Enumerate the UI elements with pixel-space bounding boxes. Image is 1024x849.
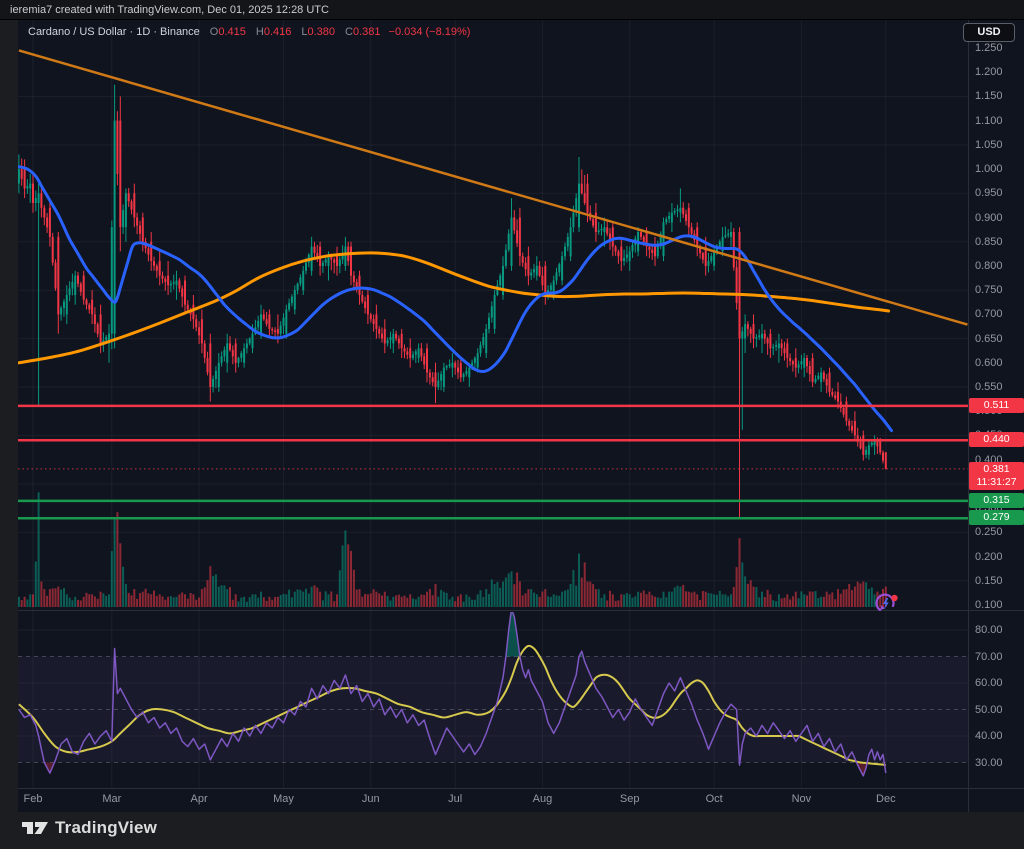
month-tick-label: Jul (448, 793, 463, 805)
price-tick-label: 0.750 (975, 284, 1003, 297)
price-tick-label: 0.950 (975, 187, 1003, 200)
close-value: 0.381 (352, 26, 381, 38)
resistance-price-label: 0.440 (969, 432, 1024, 448)
chart-canvas[interactable] (18, 20, 1024, 812)
price-tick-label: 1.000 (975, 163, 1003, 176)
price-tick-label: 1.100 (975, 114, 1003, 127)
month-tick-label: Dec (876, 793, 896, 805)
price-tick-label: 1.250 (975, 42, 1003, 54)
price-tick-label: 0.150 (975, 574, 1003, 587)
low-label: L (301, 26, 308, 38)
rsi-pane (18, 612, 887, 777)
attribution-text: ieremia7 created with TradingView.com, D… (10, 4, 329, 16)
tradingview-glyph-icon (22, 822, 48, 834)
rsi-line (18, 612, 887, 777)
symbol-legend: Cardano / US Dollar · 1D · Binance O0.415… (28, 26, 470, 38)
tradingview-brand-text: TradingView (55, 818, 158, 837)
support-price-label: 0.279 (969, 510, 1024, 526)
symbol-title: Cardano / US Dollar · 1D · Binance (28, 26, 200, 38)
price-tick-label: 0.600 (975, 356, 1003, 369)
chart-area[interactable]: Cardano / US Dollar · 1D · Binance O0.415… (18, 20, 1024, 812)
price-tick-label: 1.200 (975, 66, 1003, 79)
price-tick-label: 0.550 (975, 381, 1003, 393)
month-tick-label: Nov (791, 793, 812, 805)
rsi-tick-label: 70.00 (975, 650, 1003, 663)
price-tick-label: 1.050 (975, 138, 1003, 151)
rsi-tick-label: 40.00 (975, 730, 1003, 742)
price-tick-label: 0.650 (975, 332, 1003, 345)
open-value: 0.415 (218, 26, 246, 38)
volume-layer (18, 492, 887, 608)
current-price-label: 0.381 11:31:27 (969, 461, 1024, 490)
low-value: 0.380 (307, 26, 336, 38)
price-tick-label: 0.850 (975, 235, 1003, 248)
high-value: 0.416 (263, 26, 292, 38)
price-tick-label: 1.150 (975, 90, 1003, 103)
price-tick-label: 0.250 (975, 526, 1003, 539)
rsi-tick-label: 60.00 (975, 677, 1003, 689)
high-label: H (255, 26, 264, 38)
price-tick-label: 0.700 (975, 308, 1003, 321)
fast-ma-line (18, 165, 893, 433)
currency-button[interactable]: USD (963, 23, 1015, 42)
month-tick-label: Feb (23, 793, 43, 805)
month-tick-label: Mar (102, 793, 122, 805)
attribution-bar: ieremia7 created with TradingView.com, D… (0, 0, 1024, 20)
candles-layer (18, 84, 887, 518)
month-tick-label: Aug (532, 793, 553, 805)
month-tick-label: May (273, 793, 294, 805)
price-tick-label: 0.800 (975, 259, 1003, 272)
slow-ma-line (18, 251, 891, 365)
rsi-tick-label: 50.00 (975, 703, 1003, 716)
change-value: −0.034 (−8.19%) (388, 26, 471, 38)
resistance-price-label: 0.511 (969, 397, 1024, 413)
month-tick-label: Sep (619, 793, 640, 805)
event-marker-icon[interactable] (872, 590, 900, 618)
rsi-tick-label: 80.00 (975, 624, 1003, 636)
month-tick-label: Oct (705, 793, 723, 805)
tradingview-logo[interactable]: TradingView (22, 818, 157, 838)
price-tick-label: 0.200 (975, 550, 1003, 563)
month-tick-label: Apr (190, 793, 208, 805)
descending-trendline (18, 49, 968, 326)
close-label: C (345, 26, 353, 38)
price-tick-label: 0.100 (975, 598, 1003, 611)
rsi-tick-label: 30.00 (975, 756, 1003, 769)
support-price-label: 0.315 (969, 492, 1024, 508)
month-tick-label: Jun (361, 793, 380, 805)
open-label: O (209, 26, 219, 38)
price-tick-label: 0.900 (975, 211, 1003, 224)
